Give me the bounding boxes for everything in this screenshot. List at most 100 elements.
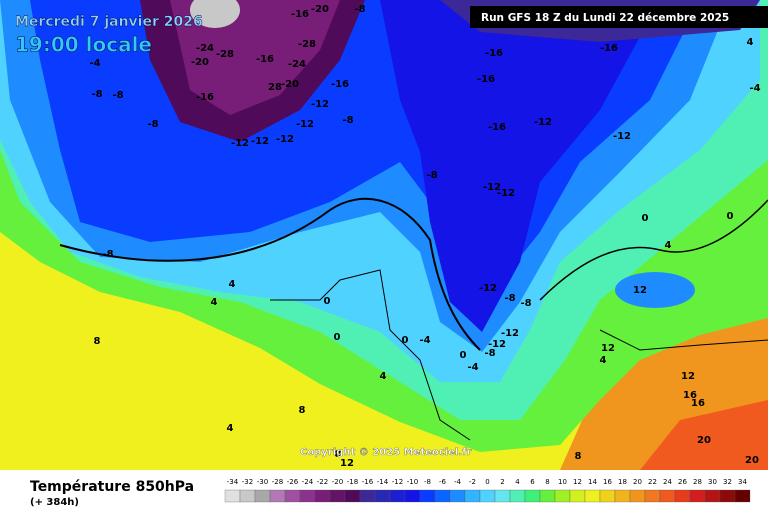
scale-swatch [449,489,466,503]
contour-label: 28 [268,82,282,93]
scale-swatch [479,489,496,503]
scale-label: -28 [272,478,283,486]
scale-swatch [404,489,421,503]
contour-label: -8 [354,4,365,15]
contour-label: -16 [600,43,618,54]
scale-swatch [629,489,646,503]
contour-label: 4 [211,297,218,308]
scale-swatch [674,489,691,503]
scale-label: -24 [302,478,314,486]
scale-swatch [644,489,661,503]
contour-label: -16 [331,79,349,90]
scale-label: -6 [439,478,447,486]
scale-swatch [314,489,331,503]
scale-swatch [389,489,406,503]
forecast-time: 19:00 locale [15,33,152,57]
scale-swatch [344,489,361,503]
scale-swatch [689,489,706,503]
contour-label: 4 [600,355,607,366]
contour-label: -12 [501,328,519,339]
scale-swatch [269,489,286,503]
contour-label: 20 [697,435,711,446]
scale-swatch [374,489,391,503]
scale-swatch [524,489,541,503]
scale-swatch [599,489,616,503]
scale-label: 6 [530,478,535,486]
scale-label: 30 [708,478,717,486]
scale-swatch [494,489,511,503]
scale-swatch [569,489,586,503]
scale-label: 24 [663,478,672,486]
scale-swatch [284,489,301,503]
lead-time: (+ 384h) [30,497,79,508]
scale-swatch [584,489,601,503]
scale-label: -16 [362,478,374,486]
scale-swatch [614,489,631,503]
contour-label: -28 [298,39,316,50]
contour-label: -24 [196,43,214,54]
scale-label: 10 [558,478,567,486]
scale-swatch [704,489,721,503]
scale-label: -30 [257,478,268,486]
scale-label: -26 [287,478,299,486]
scale-label: -22 [317,478,328,486]
contour-label: 0 [642,213,649,224]
contour-label: -4 [89,58,100,69]
scale-swatch [539,489,556,503]
coastlines [59,197,768,441]
scale-label: -18 [347,478,358,486]
contour-label: 4 [227,423,234,434]
scale-label: 12 [573,478,582,486]
scale-swatch [359,489,376,503]
scale-swatch [254,489,271,503]
contour-label: -12 [251,136,269,147]
contour-label: 12 [601,343,615,354]
run-banner [470,6,768,28]
scale-label: -14 [377,478,389,486]
contour-label: -8 [520,298,531,309]
scale-swatch [299,489,316,503]
run-info: Run GFS 18 Z du Lundi 22 décembre 2025 [481,12,729,24]
temperature-field [0,0,768,470]
scale-swatch [509,489,526,503]
contour-label: 16 [683,390,697,401]
scale-swatch [719,489,736,503]
contour-label: 8 [575,451,582,462]
contour-label: 20 [745,455,759,466]
scale-swatch [734,489,751,503]
contour-label: -20 [191,57,209,68]
contour-label: 4 [747,37,754,48]
contour-label: -4 [749,83,760,94]
contour-label: -16 [488,122,506,133]
contour-label: -16 [485,48,503,59]
contour-label: -12 [483,182,501,193]
contour-label: 0 [727,211,734,222]
contour-label: -16 [196,92,214,103]
contour-label: 8 [94,336,101,347]
contour-label: -12 [276,134,294,145]
contour-label: -8 [504,293,515,304]
scale-label: 16 [603,478,612,486]
scale-label: 4 [515,478,520,486]
scale-swatch [659,489,676,503]
forecast-date: Mercredi 7 janvier 2026 [15,14,203,30]
contour-label: -16 [477,74,495,85]
contour-labels: -16 -20 -8-24-28-20 -16-28-24-16-2028-16-12… [89,4,760,469]
scale-swatch [554,489,571,503]
color-scale: -34 -32 -30 -28 -26 -24 -22 -20 -18 -16 -14 -12 -10-… [224,478,751,503]
contour-label: 12 [681,371,695,382]
contour-label: -8 [91,89,102,100]
contour-label: 8 [299,405,306,416]
contour-label: -4 [419,335,430,346]
contour-label: 16 [691,398,705,409]
contour-label: -20 [281,79,299,90]
contour-label: -28 [216,49,234,60]
scale-label: -32 [242,478,253,486]
copyright: Copyright © 2025 Meteociel.fr [300,447,471,458]
scale-swatch [434,489,451,503]
scale-label: 2 [500,478,504,486]
contour-label: -12 [296,119,314,130]
contour-label: 12 [633,285,647,296]
